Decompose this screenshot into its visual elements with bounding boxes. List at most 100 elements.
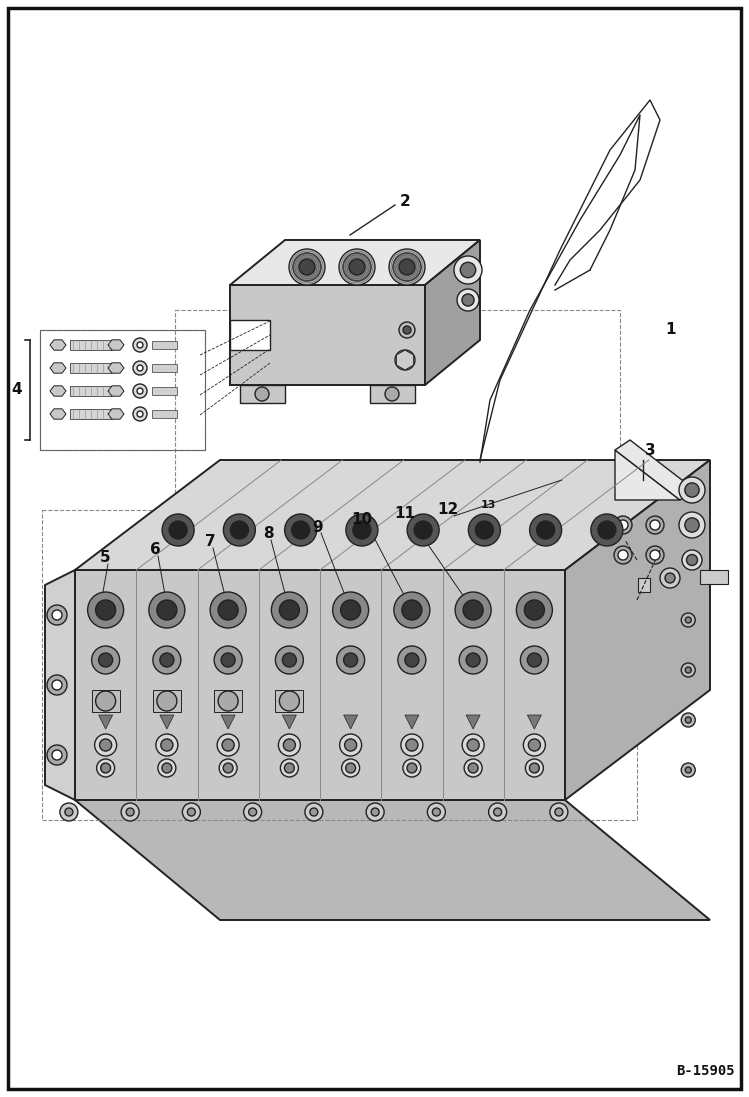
Circle shape [133, 338, 147, 352]
Text: 2: 2 [400, 194, 410, 210]
Text: 12: 12 [437, 502, 458, 518]
Bar [70, 363, 112, 373]
Circle shape [618, 550, 628, 559]
Circle shape [685, 667, 691, 672]
Circle shape [47, 606, 67, 625]
Circle shape [403, 759, 421, 777]
Circle shape [137, 388, 143, 394]
Circle shape [399, 323, 415, 338]
Circle shape [462, 294, 474, 306]
Bar [152, 387, 177, 395]
Bar [70, 340, 112, 350]
Circle shape [341, 600, 360, 620]
Circle shape [121, 803, 139, 821]
Text: 7: 7 [204, 534, 215, 550]
Circle shape [398, 646, 426, 674]
Polygon shape [230, 285, 425, 385]
Bar [152, 410, 177, 418]
Polygon shape [565, 460, 710, 800]
Circle shape [476, 521, 494, 539]
Circle shape [231, 521, 249, 539]
Circle shape [687, 554, 697, 565]
Circle shape [187, 808, 195, 816]
Circle shape [47, 745, 67, 765]
Polygon shape [221, 715, 235, 730]
Polygon shape [108, 363, 124, 373]
Text: 9: 9 [312, 520, 324, 534]
Circle shape [289, 249, 325, 285]
Circle shape [60, 803, 78, 821]
Circle shape [401, 734, 423, 756]
Circle shape [47, 675, 67, 695]
Circle shape [598, 521, 616, 539]
Circle shape [158, 759, 176, 777]
Polygon shape [160, 715, 174, 730]
Circle shape [685, 518, 699, 532]
Circle shape [679, 512, 705, 538]
Circle shape [218, 691, 238, 711]
Circle shape [162, 514, 194, 546]
Circle shape [467, 739, 479, 751]
Circle shape [279, 691, 300, 711]
Circle shape [100, 739, 112, 751]
Text: 1: 1 [665, 323, 676, 338]
Polygon shape [50, 363, 66, 373]
Circle shape [463, 600, 483, 620]
Circle shape [243, 803, 261, 821]
Circle shape [283, 739, 295, 751]
Polygon shape [45, 570, 75, 800]
Circle shape [88, 592, 124, 627]
Polygon shape [344, 715, 357, 730]
Circle shape [399, 259, 415, 275]
Polygon shape [50, 409, 66, 419]
Circle shape [428, 803, 446, 821]
Circle shape [462, 734, 484, 756]
Circle shape [99, 653, 112, 667]
Circle shape [161, 739, 173, 751]
Circle shape [345, 739, 357, 751]
Circle shape [353, 521, 371, 539]
Circle shape [527, 653, 542, 667]
Circle shape [96, 600, 115, 620]
Circle shape [305, 803, 323, 821]
Circle shape [133, 361, 147, 375]
Text: 8: 8 [263, 527, 273, 542]
Circle shape [682, 663, 695, 677]
Polygon shape [605, 500, 680, 585]
Text: 10: 10 [351, 512, 372, 528]
Circle shape [65, 808, 73, 816]
Circle shape [516, 592, 552, 627]
Bar [214, 690, 242, 712]
Circle shape [133, 407, 147, 421]
Circle shape [395, 350, 415, 370]
Polygon shape [680, 490, 695, 585]
Bar [91, 690, 120, 712]
Circle shape [346, 514, 378, 546]
Circle shape [650, 520, 660, 530]
Text: 4: 4 [11, 383, 22, 397]
Circle shape [52, 610, 62, 620]
Circle shape [271, 592, 307, 627]
Circle shape [182, 803, 201, 821]
Circle shape [394, 592, 430, 627]
Circle shape [457, 289, 479, 312]
Polygon shape [282, 715, 297, 730]
Bar [175, 310, 620, 525]
Circle shape [682, 713, 695, 727]
Bar [276, 690, 303, 712]
Circle shape [494, 808, 502, 816]
Circle shape [126, 808, 134, 816]
Circle shape [524, 734, 545, 756]
Polygon shape [75, 570, 565, 800]
Circle shape [137, 342, 143, 348]
Bar [42, 510, 637, 819]
Polygon shape [230, 320, 270, 350]
Polygon shape [230, 240, 480, 285]
Bar [70, 409, 112, 419]
Circle shape [137, 365, 143, 371]
Circle shape [349, 259, 365, 275]
Circle shape [685, 767, 691, 773]
Circle shape [414, 521, 432, 539]
Circle shape [282, 653, 297, 667]
Circle shape [402, 600, 422, 620]
